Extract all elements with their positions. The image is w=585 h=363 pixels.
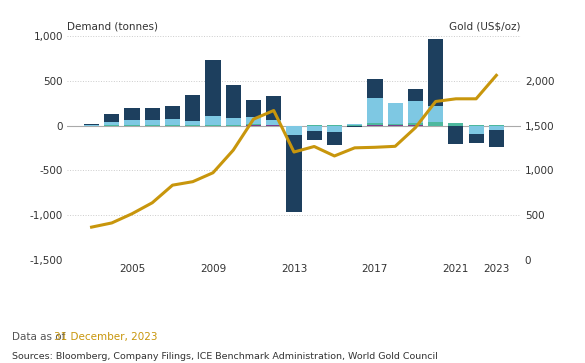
Bar: [287, 135, 301, 212]
Bar: [367, 79, 383, 98]
Bar: [408, 89, 423, 101]
Bar: [367, 123, 383, 125]
Bar: [327, 126, 342, 132]
Bar: [165, 119, 180, 125]
Text: Demand (tonnes): Demand (tonnes): [67, 22, 159, 32]
Bar: [448, 123, 463, 126]
Bar: [408, 125, 423, 126]
Text: North America: North America: [48, 293, 133, 303]
Bar: [469, 126, 484, 134]
Bar: [144, 108, 160, 120]
Bar: [266, 125, 281, 126]
Bar: [246, 117, 261, 124]
Bar: [104, 122, 119, 125]
Bar: [489, 130, 504, 147]
Bar: [185, 125, 200, 126]
Bar: [125, 120, 140, 125]
Text: Other: Other: [325, 293, 359, 303]
Text: Gold price (rhs): Gold price (rhs): [401, 293, 493, 303]
Bar: [307, 125, 322, 126]
Bar: [144, 125, 160, 126]
Bar: [205, 116, 221, 125]
Bar: [226, 125, 241, 126]
Bar: [266, 96, 281, 120]
Bar: [307, 131, 322, 140]
Bar: [287, 126, 301, 135]
Bar: [408, 101, 423, 123]
Bar: [469, 125, 484, 126]
Text: 31 December, 2023: 31 December, 2023: [54, 332, 158, 342]
Bar: [428, 122, 443, 126]
Bar: [185, 121, 200, 125]
Bar: [125, 125, 140, 126]
Text: Asia: Asia: [272, 293, 297, 303]
Bar: [428, 106, 443, 122]
Bar: [165, 106, 180, 119]
Bar: [226, 118, 241, 125]
Bar: [448, 126, 463, 144]
Bar: [489, 126, 504, 130]
Bar: [246, 124, 261, 125]
Bar: [469, 134, 484, 143]
Bar: [347, 126, 362, 127]
Bar: [84, 125, 99, 126]
Bar: [185, 95, 200, 121]
Bar: [246, 100, 261, 117]
Bar: [388, 103, 402, 123]
Bar: [408, 123, 423, 125]
Bar: [489, 125, 504, 126]
Bar: [367, 125, 383, 126]
Bar: [104, 114, 119, 122]
Bar: [165, 125, 180, 126]
Text: Europe: Europe: [193, 293, 235, 303]
Bar: [367, 98, 383, 123]
Bar: [266, 120, 281, 125]
Text: Sources: Bloomberg, Company Filings, ICE Benchmark Administration, World Gold Co: Sources: Bloomberg, Company Filings, ICE…: [12, 352, 438, 361]
Bar: [327, 132, 342, 145]
Bar: [125, 108, 140, 120]
Bar: [327, 125, 342, 126]
Text: Gold (US$/oz): Gold (US$/oz): [449, 22, 521, 32]
Bar: [84, 124, 99, 125]
Bar: [428, 38, 443, 106]
Bar: [144, 120, 160, 125]
Bar: [347, 125, 362, 126]
Bar: [205, 60, 221, 116]
Bar: [388, 123, 402, 125]
Bar: [388, 125, 402, 126]
Bar: [226, 85, 241, 118]
Bar: [246, 125, 261, 126]
Text: Data as of: Data as of: [12, 332, 68, 342]
Bar: [307, 126, 322, 131]
Bar: [104, 125, 119, 126]
Bar: [205, 125, 221, 126]
